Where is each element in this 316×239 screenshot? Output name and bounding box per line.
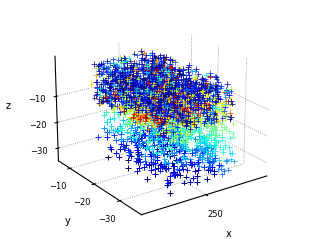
Y-axis label: y: y (64, 216, 70, 226)
X-axis label: x: x (225, 228, 231, 239)
